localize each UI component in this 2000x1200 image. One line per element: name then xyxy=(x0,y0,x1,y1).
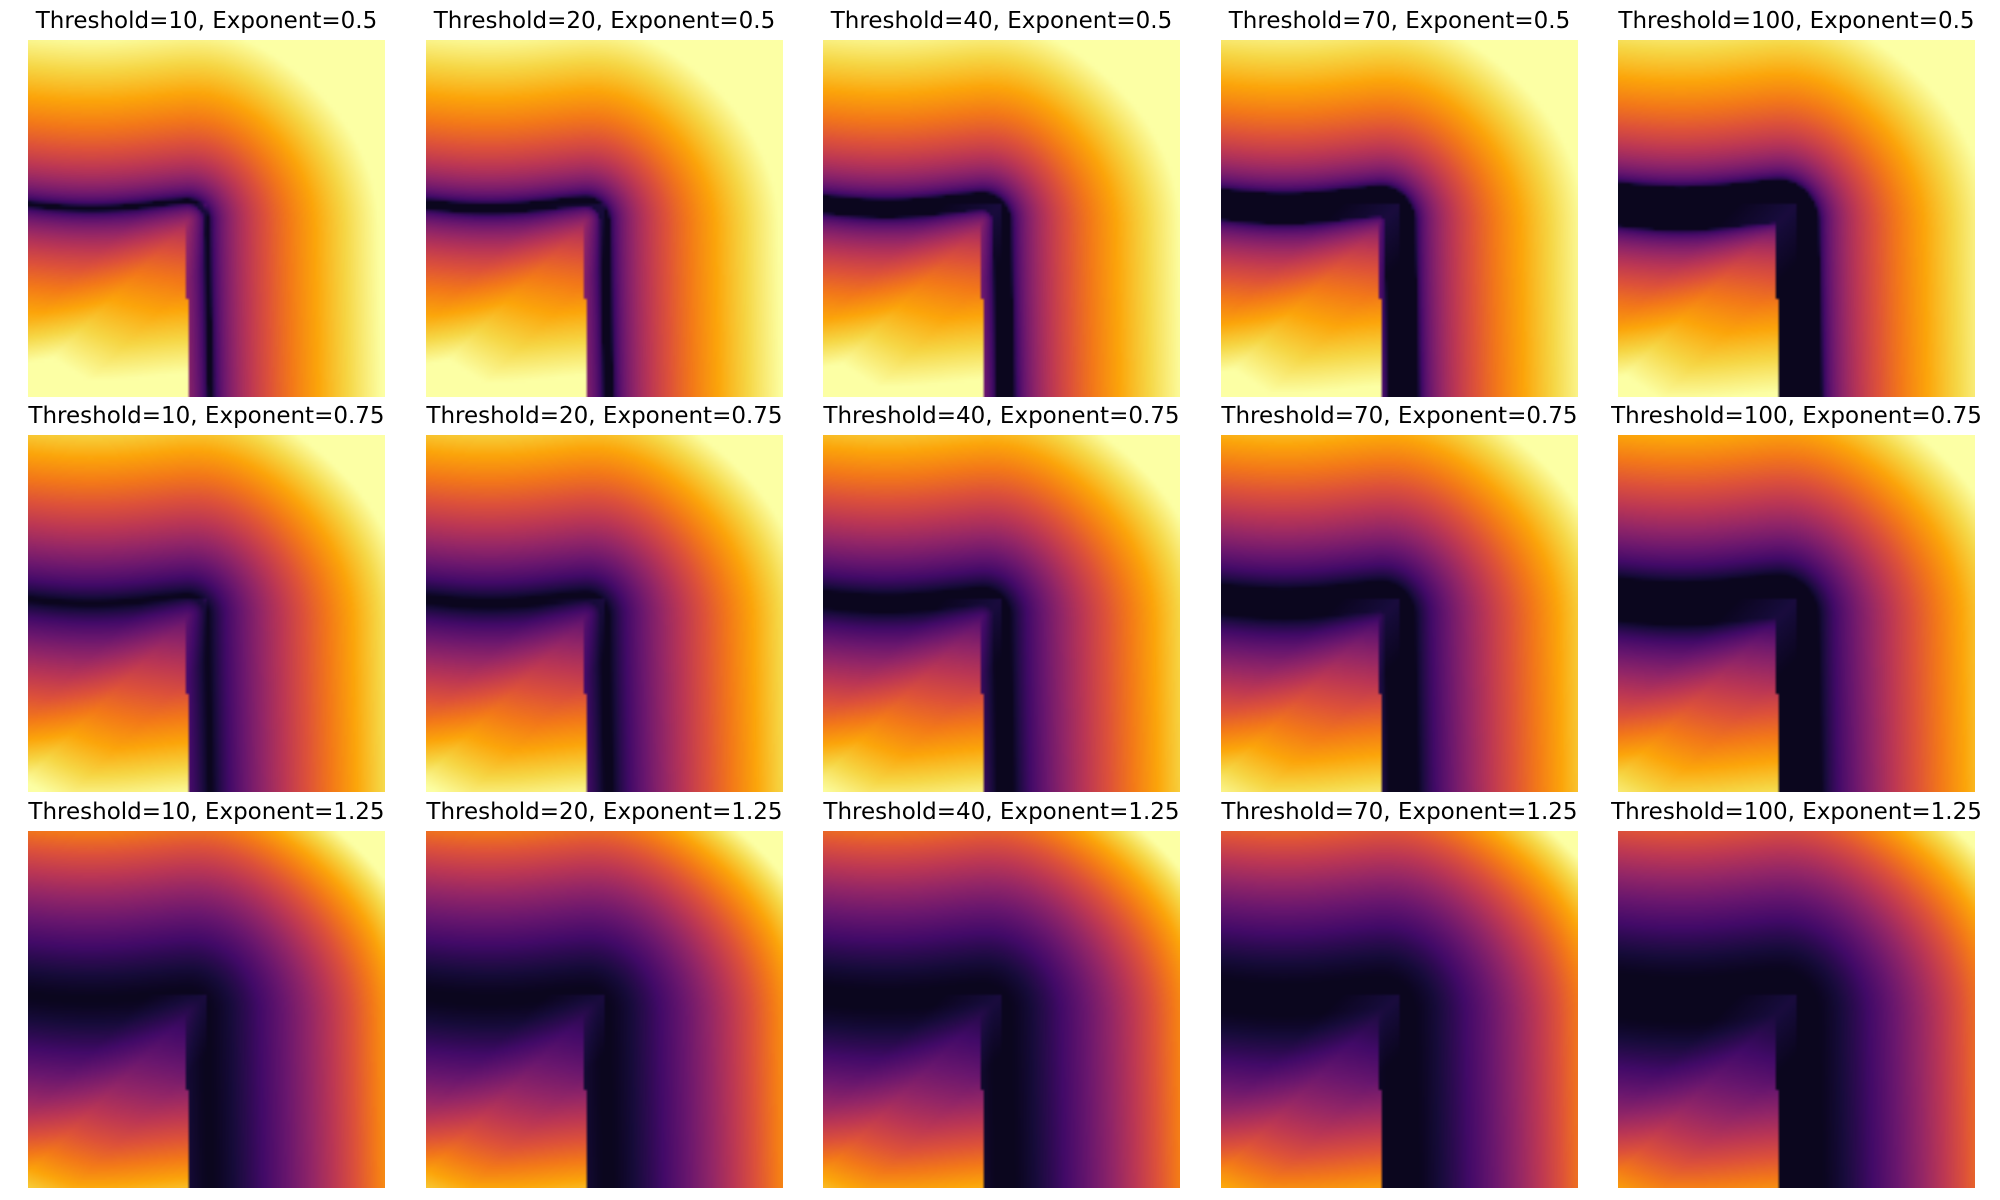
heatmap-image xyxy=(28,831,385,1188)
heatmap-panel xyxy=(1618,435,1975,792)
heatmap-image xyxy=(426,435,783,792)
heatmap-image xyxy=(823,40,1180,397)
heatmap-image xyxy=(28,40,385,397)
heatmap-panel xyxy=(28,435,385,792)
panel-title: Threshold=10, Exponent=0.75 xyxy=(28,403,385,429)
panel-title: Threshold=100, Exponent=0.5 xyxy=(1618,8,1975,34)
heatmap-image xyxy=(1221,831,1578,1188)
panel-title: Threshold=20, Exponent=1.25 xyxy=(426,799,783,825)
panel-title: Threshold=70, Exponent=0.75 xyxy=(1221,403,1578,429)
heatmap-image xyxy=(1618,435,1975,792)
heatmap-panel xyxy=(426,831,783,1188)
heatmap-panel xyxy=(823,831,1180,1188)
heatmap-panel xyxy=(1618,831,1975,1188)
panel-title: Threshold=10, Exponent=0.5 xyxy=(35,8,378,34)
panel-title: Threshold=100, Exponent=1.25 xyxy=(1611,799,1982,825)
panel-title: Threshold=20, Exponent=0.75 xyxy=(426,403,783,429)
panel-title: Threshold=10, Exponent=1.25 xyxy=(28,799,385,825)
panel-title: Threshold=70, Exponent=1.25 xyxy=(1221,799,1578,825)
heatmap-image xyxy=(823,831,1180,1188)
heatmap-image xyxy=(1618,831,1975,1188)
panel-title: Threshold=40, Exponent=1.25 xyxy=(823,799,1180,825)
heatmap-panel xyxy=(823,40,1180,397)
panel-title: Threshold=20, Exponent=0.5 xyxy=(433,8,776,34)
heatmap-image xyxy=(823,435,1180,792)
heatmap-image xyxy=(1221,435,1578,792)
heatmap-image xyxy=(426,40,783,397)
panel-title: Threshold=100, Exponent=0.75 xyxy=(1611,403,1982,429)
heatmap-panel xyxy=(823,435,1180,792)
heatmap-image xyxy=(426,831,783,1188)
heatmap-panel xyxy=(426,435,783,792)
panel-title: Threshold=70, Exponent=0.5 xyxy=(1228,8,1571,34)
heatmap-panel xyxy=(1221,831,1578,1188)
panel-title: Threshold=40, Exponent=0.5 xyxy=(830,8,1173,34)
heatmap-image xyxy=(1221,40,1578,397)
heatmap-panel xyxy=(1221,40,1578,397)
heatmap-image xyxy=(1618,40,1975,397)
panel-title: Threshold=40, Exponent=0.75 xyxy=(823,403,1180,429)
heatmap-panel xyxy=(1618,40,1975,397)
heatmap-image xyxy=(28,435,385,792)
heatmap-panel xyxy=(28,40,385,397)
heatmap-panel xyxy=(28,831,385,1188)
heatmap-panel xyxy=(426,40,783,397)
heatmap-panel xyxy=(1221,435,1578,792)
